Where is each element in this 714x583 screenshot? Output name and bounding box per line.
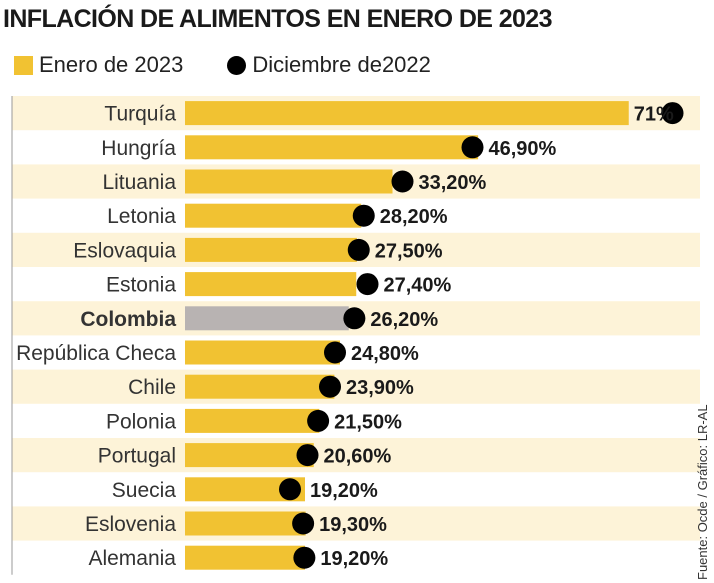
category-label-suecia: Suecia: [112, 479, 177, 502]
dot-colombia: [343, 307, 366, 330]
bar-chile: [185, 374, 335, 399]
value-label-estonia: 27,40%: [384, 275, 452, 297]
bar-alemania: [185, 545, 305, 570]
value-label-portugal: 20,60%: [324, 446, 392, 468]
value-label-republica-checa: 24,80%: [351, 343, 419, 365]
bar-eslovenia: [185, 511, 306, 536]
value-label-eslovenia: 19,30%: [319, 514, 387, 536]
bar-colombia: [185, 306, 349, 331]
dot-suecia: [279, 478, 301, 501]
bar-polonia: [185, 408, 320, 433]
chart-title: INFLACIÓN DE ALIMENTOS EN ENERO DE 2023: [3, 5, 553, 33]
value-label-chile: 23,90%: [346, 377, 414, 399]
legend-swatch-dot: [227, 55, 247, 75]
dot-alemania: [293, 546, 316, 569]
value-label-lituania: 33,20%: [419, 172, 487, 194]
value-label-turquia: 71%: [634, 104, 674, 126]
value-label-colombia: 26,20%: [370, 309, 438, 331]
category-label-lituania: Lituania: [102, 171, 176, 194]
value-label-polonia: 21,50%: [334, 411, 402, 433]
row-stripe: [12, 438, 700, 473]
dot-polonia: [307, 409, 330, 432]
dot-portugal: [296, 444, 319, 467]
value-label-eslovaquia: 27,50%: [375, 240, 443, 262]
legend-swatch-bar: [14, 55, 33, 75]
category-label-polonia: Polonia: [106, 410, 176, 433]
bar-turquia: [185, 101, 629, 126]
value-label-alemania: 19,20%: [320, 548, 388, 570]
category-label-hungria: Hungría: [101, 137, 176, 160]
legend-item-diciembre: Diciembre de2022: [227, 52, 431, 78]
bar-letonia: [185, 203, 362, 228]
dot-eslovaquia: [347, 238, 370, 261]
bar-lituania: [185, 169, 393, 194]
dot-turquia: [661, 102, 684, 125]
dot-lituania: [391, 170, 414, 193]
value-label-hungria: 46,90%: [489, 138, 557, 160]
source-note: Fuente: Ocde / Gráfico: LR-AL: [695, 404, 710, 580]
category-label-alemania: Alemania: [88, 547, 176, 570]
category-label-estonia: Estonia: [106, 274, 176, 297]
category-label-letonia: Letonia: [107, 205, 176, 228]
bar-eslovaquia: [185, 237, 357, 262]
row-stripe: [12, 506, 700, 541]
category-label-portugal: Portugal: [98, 445, 176, 468]
legend-label-enero: Enero de 2023: [39, 52, 184, 77]
bar-hungria: [185, 135, 479, 160]
category-label-chile: Chile: [128, 376, 176, 399]
category-label-eslovenia: Eslovenia: [85, 513, 176, 536]
dot-letonia: [352, 204, 375, 227]
dot-eslovenia: [292, 512, 315, 535]
category-label-turquia: Turquía: [104, 103, 176, 126]
value-label-suecia: 19,20%: [310, 480, 378, 502]
bar-estonia: [185, 272, 357, 297]
value-label-letonia: 28,20%: [380, 206, 448, 228]
legend: Enero de 2023 Diciembre de2022: [14, 52, 431, 78]
category-label-colombia: Colombia: [80, 308, 176, 331]
bar-republica-checa: [185, 340, 340, 365]
bar-portugal: [185, 443, 314, 468]
row-stripe: [12, 369, 700, 404]
dot-republica-checa: [324, 341, 346, 364]
dot-chile: [319, 375, 341, 398]
dot-estonia: [356, 273, 379, 296]
legend-item-enero: Enero de 2023: [14, 52, 183, 78]
legend-label-diciembre: Diciembre de2022: [252, 52, 431, 77]
category-label-republica-checa: República Checa: [16, 342, 176, 365]
dot-hungria: [461, 136, 484, 159]
category-label-eslovaquia: Eslovaquia: [73, 239, 176, 262]
